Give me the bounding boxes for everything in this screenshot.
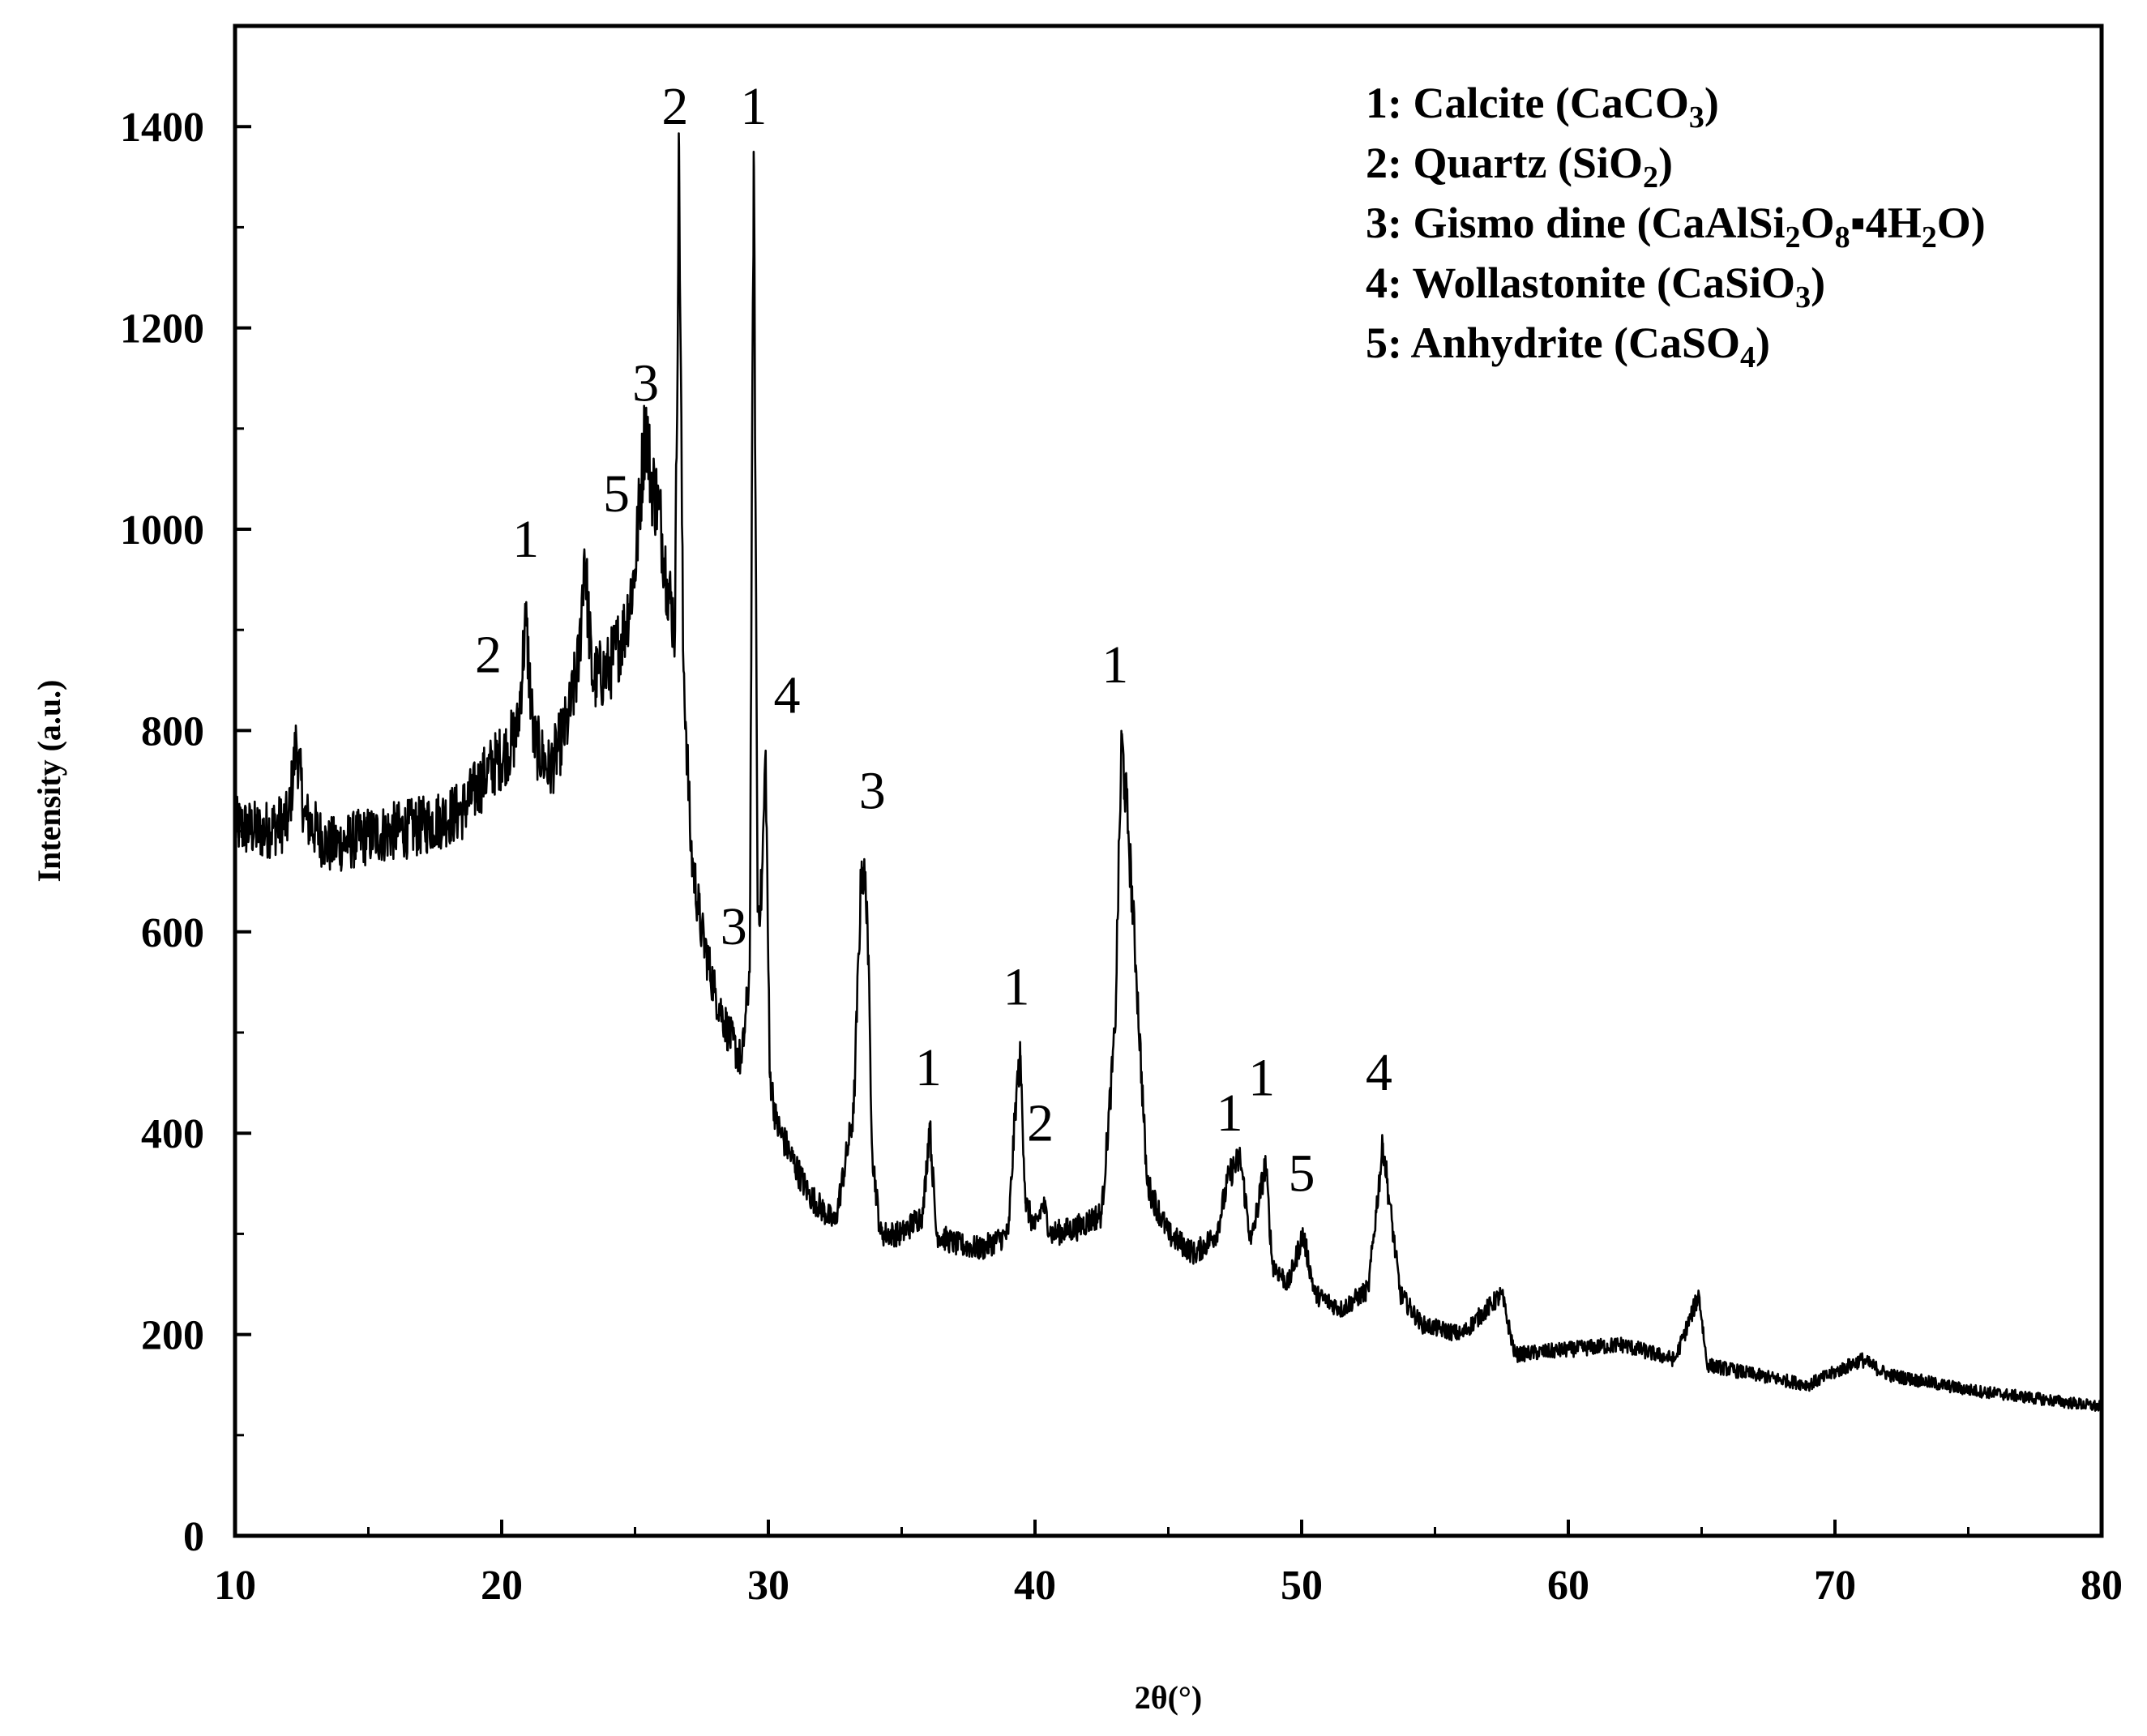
legend-mineral-name: Anhydrite bbox=[1411, 319, 1603, 367]
y-tick-label: 800 bbox=[141, 708, 204, 755]
peak-label: 2 bbox=[475, 626, 502, 685]
legend-space bbox=[1544, 79, 1555, 127]
y-tick-label: 1200 bbox=[120, 306, 204, 353]
peak-label: 1 bbox=[915, 1038, 942, 1097]
data-layer bbox=[233, 132, 2103, 1412]
legend-separator: : bbox=[1388, 199, 1413, 247]
formula-subscript: 3 bbox=[1689, 100, 1704, 135]
formula-subscript: 3 bbox=[1795, 280, 1811, 314]
legend-entry: 4: Wollastonite (CaSiO3) bbox=[1366, 259, 1825, 314]
legend-separator: : bbox=[1388, 319, 1411, 367]
x-tick-label: 30 bbox=[747, 1563, 789, 1609]
formula-subscript: 4 bbox=[1740, 340, 1756, 374]
peak-label: 1 bbox=[1248, 1048, 1275, 1107]
peak-label: 2 bbox=[661, 77, 688, 136]
formula-text: (CaCO bbox=[1555, 79, 1689, 127]
formula-text: ) bbox=[1756, 319, 1770, 367]
legend-space bbox=[1603, 319, 1615, 367]
legend-mineral-name: Gismo dine bbox=[1413, 199, 1626, 247]
legend-entry: 1: Calcite (CaCO3) bbox=[1366, 79, 1719, 135]
legend-entry: 5: Anhydrite (CaSO4) bbox=[1366, 319, 1770, 374]
xrd-series-line-0 bbox=[233, 132, 2103, 1412]
peak-label: 1 bbox=[1101, 635, 1128, 695]
x-tick-label: 10 bbox=[214, 1563, 256, 1609]
legend-entry: 2: Quartz (SiO2) bbox=[1366, 139, 1673, 195]
legend-number: 2 bbox=[1366, 139, 1388, 187]
x-tick-label: 40 bbox=[1014, 1563, 1056, 1609]
formula-subscript: 8 bbox=[1835, 220, 1850, 254]
y-tick-label: 0 bbox=[183, 1514, 204, 1560]
legend-separator: : bbox=[1388, 139, 1413, 187]
formula-text: (CaAlSi bbox=[1637, 199, 1786, 247]
formula-text: ) bbox=[1811, 259, 1825, 307]
axes: 10 20 30 40 50 60 70 80020040060080010001200140… bbox=[120, 24, 2123, 1609]
peak-label: 2 bbox=[1027, 1093, 1054, 1152]
formula-subscript: 2 bbox=[1786, 220, 1801, 254]
formula-text: ) bbox=[1704, 79, 1719, 127]
formula-subscript: 2 bbox=[1922, 220, 1937, 254]
x-axis-title: 2θ(°) bbox=[1135, 1679, 1203, 1716]
legend-mineral-name: Wollastonite bbox=[1413, 259, 1646, 307]
peak-label: 5 bbox=[1289, 1144, 1315, 1203]
peak-label: 1 bbox=[740, 77, 767, 136]
peak-label: 3 bbox=[721, 897, 747, 956]
peak-label: 1 bbox=[512, 510, 539, 569]
legend-number: 1 bbox=[1366, 79, 1388, 127]
peak-label: 1 bbox=[1003, 958, 1029, 1017]
formula-text: ) bbox=[1658, 139, 1673, 187]
formula-text: (CaSiO bbox=[1657, 259, 1795, 307]
peak-label: 1 bbox=[1217, 1084, 1243, 1143]
legend-space bbox=[1626, 199, 1637, 247]
legend-number: 3 bbox=[1366, 199, 1388, 247]
peak-label: 5 bbox=[603, 464, 630, 524]
y-tick-label: 1400 bbox=[120, 105, 204, 151]
x-tick-label: 80 bbox=[2081, 1563, 2123, 1609]
formula-subscript: 2 bbox=[1643, 160, 1658, 195]
formula-text: ▪4H bbox=[1850, 199, 1922, 247]
legend-separator: : bbox=[1388, 79, 1413, 127]
x-tick-label: 50 bbox=[1281, 1563, 1323, 1609]
peak-label: 3 bbox=[859, 761, 886, 820]
y-tick-label: 1000 bbox=[120, 507, 204, 554]
formula-text: (SiO bbox=[1558, 139, 1643, 187]
x-tick-label: 20 bbox=[481, 1563, 523, 1609]
peak-label: 4 bbox=[774, 665, 801, 725]
y-tick-label: 200 bbox=[141, 1313, 204, 1359]
formula-text: (CaSO bbox=[1614, 319, 1740, 367]
formula-text: O) bbox=[1937, 199, 1986, 247]
legend-number: 5 bbox=[1366, 319, 1388, 367]
peak-label: 4 bbox=[1366, 1043, 1392, 1102]
x-tick-label: 70 bbox=[1814, 1563, 1856, 1609]
legend-mineral-name: Quartz bbox=[1413, 139, 1546, 187]
legend-space bbox=[1646, 259, 1657, 307]
peak-label: 3 bbox=[632, 353, 659, 413]
y-axis-title: Intensity (a.u.) bbox=[31, 679, 67, 882]
legend-entry: 3: Gismo dine (CaAlSi2O8▪4H2O) bbox=[1366, 199, 1986, 254]
formula-text: O bbox=[1801, 199, 1835, 247]
y-tick-label: 400 bbox=[141, 1111, 204, 1157]
y-tick-label: 600 bbox=[141, 910, 204, 956]
plot-frame bbox=[233, 24, 2104, 1538]
legend-space bbox=[1546, 139, 1558, 187]
legend-separator: : bbox=[1388, 259, 1413, 307]
legend-number: 4 bbox=[1366, 259, 1388, 307]
legend: 1: Calcite (CaCO3)2: Quartz (SiO2)3: Gis… bbox=[1366, 79, 1986, 374]
x-tick-label: 60 bbox=[1547, 1563, 1589, 1609]
legend-mineral-name: Calcite bbox=[1413, 79, 1544, 127]
